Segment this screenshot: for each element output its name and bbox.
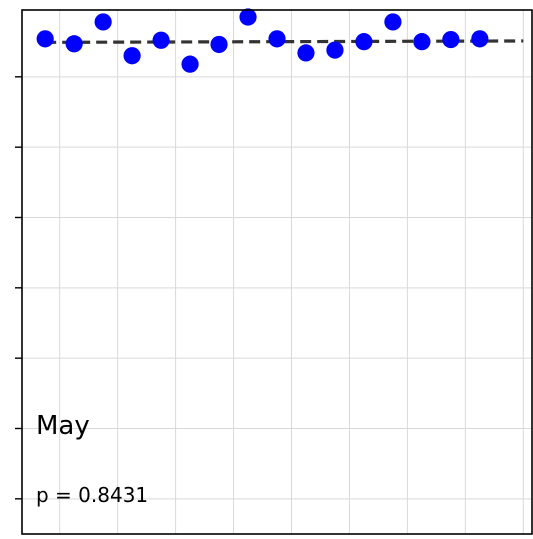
- grid-lines: [22, 10, 532, 534]
- data-point: [442, 30, 460, 49]
- data-point: [471, 30, 489, 48]
- data-point: [297, 44, 315, 62]
- data-point: [123, 47, 141, 65]
- data-point: [413, 33, 431, 51]
- plot-frame: [21, 9, 533, 535]
- data-point: [239, 8, 257, 26]
- data-points: [36, 8, 489, 73]
- data-point: [36, 30, 54, 48]
- data-point: [384, 13, 402, 31]
- chart-annotation-label: May: [36, 411, 90, 441]
- data-point: [268, 30, 286, 48]
- chart-annotation-stat: p = 0.8431: [36, 483, 148, 507]
- data-point: [65, 35, 83, 53]
- data-point: [355, 33, 373, 51]
- data-point: [152, 31, 170, 49]
- data-point: [94, 13, 112, 31]
- axis-ticks: [15, 76, 22, 500]
- data-point: [210, 35, 228, 54]
- data-point: [181, 55, 199, 73]
- data-point: [326, 41, 344, 59]
